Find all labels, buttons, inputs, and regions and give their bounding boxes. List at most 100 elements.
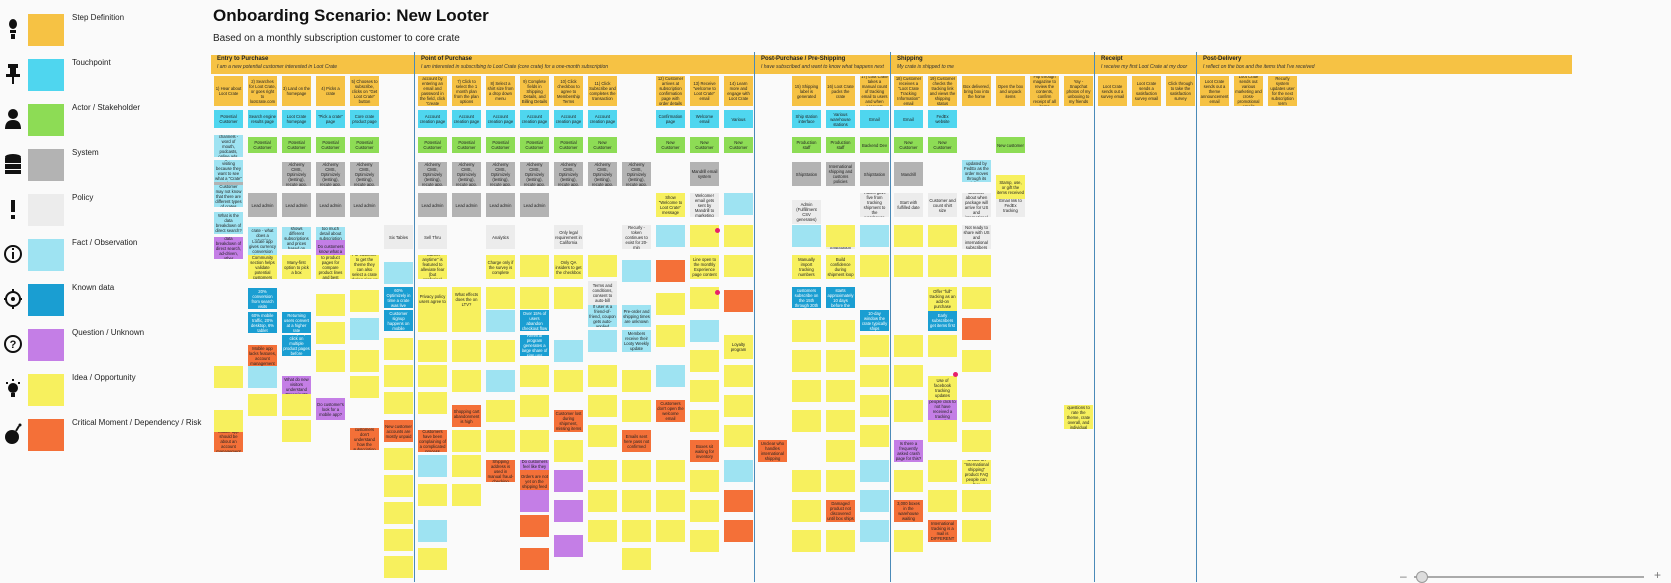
sticky-note-q[interactable]: Is there a frequently asked crash page f…	[894, 440, 923, 462]
sticky-note-known[interactable]: 60% Optimizely in time a crate was live	[384, 287, 413, 308]
sticky-note-sys[interactable]: Lead admin	[452, 193, 481, 217]
sticky-note-idea[interactable]	[894, 255, 923, 277]
sticky-note-fact[interactable]	[554, 340, 583, 362]
sticky-note-touch[interactable]: Account creation page	[588, 110, 617, 128]
sticky-note-idea[interactable]	[962, 255, 991, 277]
sticky-note-touch[interactable]: Core crate product page	[350, 110, 379, 128]
sticky-note-risk[interactable]	[724, 490, 753, 512]
sticky-note-fact[interactable]	[724, 193, 753, 215]
sticky-note-idea[interactable]	[962, 287, 991, 309]
sticky-note-touch[interactable]: Welcome email	[690, 110, 719, 128]
sticky-note-idea[interactable]	[928, 335, 957, 357]
sticky-note-policy[interactable]: Six Tables	[384, 225, 413, 249]
sticky-note-idea[interactable]	[690, 500, 719, 522]
sticky-note-fact[interactable]	[656, 365, 685, 387]
sticky-note-idea[interactable]	[384, 502, 413, 524]
sticky-note-step[interactable]: 2) Searches for Loot Crate, or goes righ…	[248, 76, 277, 106]
sticky-note-q[interactable]	[520, 490, 549, 512]
sticky-note-known[interactable]: Returning users convert at a higher rate	[282, 312, 311, 333]
sticky-note-fact[interactable]	[486, 310, 515, 332]
sticky-note-touch[interactable]: Account creation page	[520, 110, 549, 128]
sticky-note-q[interactable]: Do customer's look for a mobile app?	[316, 398, 345, 420]
sticky-note-known[interactable]: 60% mobile traffic, 20% desktop, 6% tabl…	[248, 312, 277, 333]
sticky-note-fact[interactable]: Pre-order and shipping times are unknown	[622, 305, 651, 327]
sticky-note-known[interactable]: 10-day window the crate typically ships	[860, 310, 889, 331]
sticky-note-step[interactable]: 9) Complete fields in Shipping Details, …	[520, 76, 549, 106]
sticky-note-idea[interactable]	[690, 380, 719, 402]
sticky-note-idea[interactable]	[724, 255, 753, 277]
sticky-note-step[interactable]: 17) Loot Crate takes a manual count of t…	[860, 76, 889, 106]
zoom-slider-handle[interactable]	[1416, 571, 1428, 583]
sticky-note-idea[interactable]	[622, 490, 651, 512]
sticky-note-q[interactable]: What is the data breakdown of direct sea…	[214, 237, 243, 259]
sticky-note-idea[interactable]	[690, 350, 719, 372]
sticky-note-idea[interactable]	[452, 484, 481, 506]
sticky-note-idea[interactable]	[418, 484, 447, 506]
sticky-note-idea[interactable]: Show "Welcome to Loot Crate" message	[656, 193, 685, 217]
sticky-note-step[interactable]: Box delivered, bring box into the home	[962, 76, 991, 106]
sticky-note-idea[interactable]: "Cancel anytime" is featured to alleviat…	[418, 255, 447, 279]
sticky-note-idea[interactable]	[418, 365, 447, 387]
sticky-note-fact[interactable]	[418, 520, 447, 542]
sticky-note-idea[interactable]	[350, 290, 379, 312]
sticky-note-idea[interactable]	[554, 287, 583, 309]
sticky-note-risk[interactable]: Orders are not yet on the shipping feed	[520, 470, 549, 492]
sticky-note-sys[interactable]: Mandrill	[894, 162, 923, 186]
sticky-note-idea[interactable]: Loyalty program	[724, 335, 753, 359]
sticky-note-fact[interactable]	[384, 262, 413, 284]
sticky-note-sys[interactable]: Lead admin	[486, 193, 515, 217]
sticky-note-idea[interactable]	[724, 365, 753, 387]
sticky-note-idea[interactable]	[418, 310, 447, 332]
sticky-note-policy[interactable]: Not ready to share with US and internati…	[962, 225, 991, 249]
sticky-note-fact[interactable]	[486, 370, 515, 392]
zoom-in-icon[interactable]: +	[1654, 568, 1662, 582]
sticky-note-touch[interactable]: "Pick a crate" page	[316, 110, 345, 128]
sticky-note-idea[interactable]: Stamp, use, or gift the items received	[996, 175, 1025, 199]
sticky-note-idea[interactable]	[928, 460, 957, 482]
sticky-note-idea[interactable]	[622, 460, 651, 482]
sticky-note-idea[interactable]	[316, 322, 345, 344]
sticky-note-sys[interactable]: Lead admin	[520, 193, 549, 217]
sticky-note-touch[interactable]: Account creation page	[554, 110, 583, 128]
sticky-note-idea[interactable]	[928, 420, 957, 442]
sticky-note-idea[interactable]	[826, 225, 855, 247]
sticky-note-policy[interactable]: Admin (Fulfillment CSV generates)	[792, 200, 821, 224]
sticky-note-q[interactable]	[554, 470, 583, 492]
sticky-note-idea[interactable]	[826, 350, 855, 372]
sticky-note-idea[interactable]: Only QA insiders to get the checkbox	[554, 255, 583, 279]
sticky-note-risk[interactable]: Many customers don't understand how the …	[350, 428, 379, 450]
sticky-note-risk[interactable]	[724, 520, 753, 542]
sticky-note-idea[interactable]	[418, 340, 447, 362]
sticky-note-idea[interactable]	[622, 370, 651, 392]
sticky-note-idea[interactable]	[928, 255, 957, 277]
sticky-note-q[interactable]: Why do some people click to not have rec…	[928, 398, 957, 420]
sticky-note-touch[interactable]: Various	[724, 110, 753, 128]
sticky-note-idea[interactable]	[554, 440, 583, 462]
sticky-note-idea[interactable]	[928, 490, 957, 512]
sticky-note-idea[interactable]	[214, 410, 243, 432]
sticky-note-idea[interactable]	[316, 294, 345, 316]
sticky-note-idea[interactable]	[928, 225, 957, 247]
sticky-note-risk[interactable]: Mobile app should be about an account ma…	[214, 430, 243, 452]
sticky-note-sys[interactable]: Lead admin	[282, 193, 311, 217]
sticky-note-sys[interactable]: Lead admin	[248, 193, 277, 217]
sticky-note-idea[interactable]: Charge only if the survey is complete	[486, 255, 515, 279]
sticky-note-actor[interactable]: Production staff	[792, 137, 821, 153]
sticky-note-known[interactable]: Most customers subscribe on the 15th thr…	[792, 287, 821, 308]
sticky-note-sys[interactable]: Website, Alchemy CMS, Optimizely (testin…	[316, 162, 345, 186]
sticky-note-policy[interactable]: Start with fulfilled date	[894, 193, 923, 217]
sticky-note-fact[interactable]: Members receive their Looty Weekly updat…	[622, 330, 651, 352]
sticky-note-idea[interactable]	[282, 394, 311, 416]
sticky-note-idea[interactable]	[520, 365, 549, 387]
sticky-note-fact[interactable]: Can happen via many channels - word of m…	[214, 135, 243, 157]
sticky-note-idea[interactable]	[894, 530, 923, 552]
sticky-note-actor[interactable]: Potential Customer	[350, 137, 379, 153]
sticky-note-idea[interactable]	[384, 475, 413, 497]
sticky-note-idea[interactable]	[452, 455, 481, 477]
sticky-note-idea[interactable]	[724, 425, 753, 447]
sticky-note-known[interactable]: Customer signup happens on mobile	[384, 310, 413, 331]
sticky-note-fact[interactable]	[690, 320, 719, 342]
sticky-note-touch[interactable]: Search engine results page	[248, 110, 277, 128]
sticky-note-sys[interactable]: ShipStation	[792, 162, 821, 186]
sticky-note-idea[interactable]: Line open to the monthly Experience page…	[690, 255, 719, 279]
